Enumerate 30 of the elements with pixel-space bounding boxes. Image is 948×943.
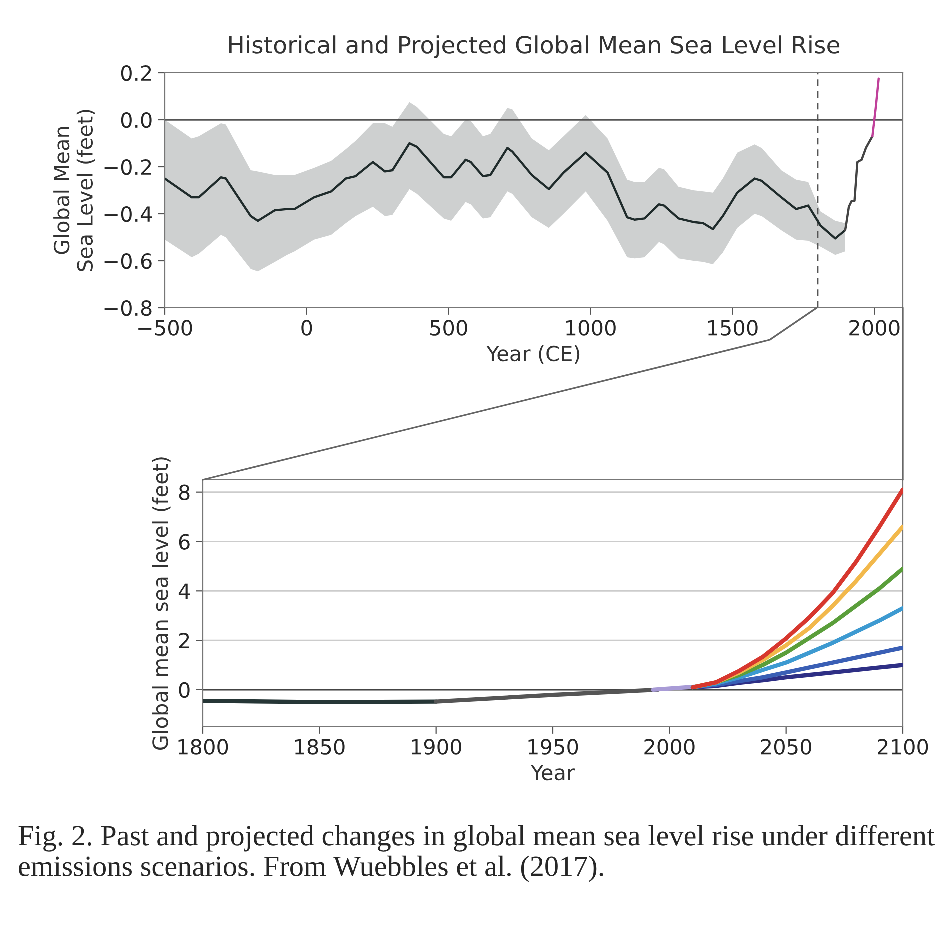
y-tick-label: −0.6 — [104, 253, 152, 270]
y-tick-label: 0.0 — [121, 112, 152, 128]
y-tick-label: −0.8 — [104, 300, 152, 316]
x-tick-label: 1500 — [708, 320, 758, 336]
x-tick-label: 2050 — [761, 739, 812, 755]
y-tick-label: 2 — [179, 633, 190, 648]
y-tick-label: −0.2 — [104, 159, 152, 176]
x-tick-label: 2000 — [850, 320, 900, 336]
x-axis-title: Year — [530, 765, 576, 781]
y-tick-label: −0.4 — [104, 206, 152, 222]
chart-title: Historical and Projected Global Mean Sea Level Rise — [230, 36, 840, 58]
caption: Fig. 2. Past and projected changes in global mean sea level rise under different emissions scenarios. From Wuebbles et al. (2017). — [18, 825, 935, 882]
x-tick-label: 1000 — [566, 320, 616, 336]
x-tick-label: 1850 — [295, 739, 345, 755]
x-tick-label: 2100 — [878, 739, 928, 755]
y-tick-label: 0 — [179, 682, 190, 698]
x-tick-label: −500 — [138, 320, 192, 336]
y-tick-label: 0.2 — [121, 65, 152, 82]
x-tick-label: 1800 — [178, 739, 228, 755]
x-axis-title: Year (CE) — [486, 346, 580, 364]
x-tick-label: 1950 — [528, 739, 578, 755]
x-tick-label: 500 — [430, 320, 468, 336]
y-axis-title: Global mean sea level (feet) — [152, 458, 171, 750]
y-axis-title: Global Mean Sea Level (feet) — [54, 110, 96, 272]
y-tick-label: 6 — [179, 534, 190, 550]
y-tick-label: 4 — [178, 584, 190, 600]
x-tick-label: 1900 — [412, 739, 462, 755]
x-tick-label: 2000 — [644, 739, 695, 755]
y-tick-label: 8 — [179, 484, 190, 501]
x-tick-label: 0 — [302, 320, 312, 336]
